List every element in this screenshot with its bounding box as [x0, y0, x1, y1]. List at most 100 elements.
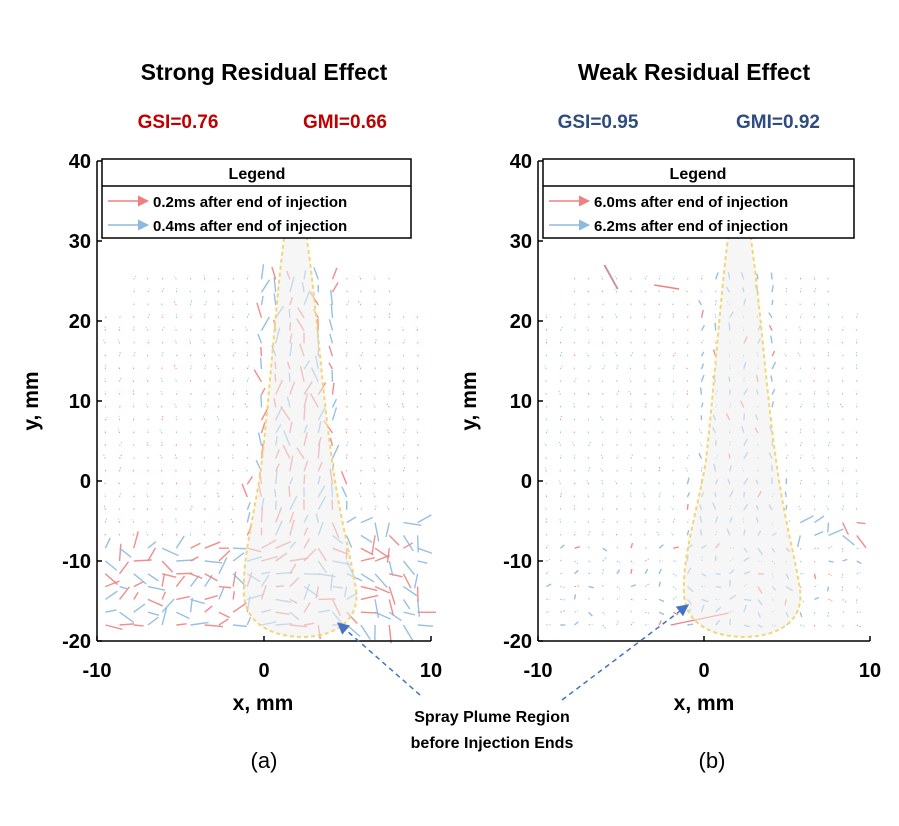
velocity-vector: [630, 560, 634, 564]
velocity-vector: [644, 518, 647, 523]
velocity-vector: [827, 522, 830, 533]
velocity-vector: [586, 352, 590, 357]
velocity-vector: [827, 612, 829, 617]
velocity-vector: [246, 313, 250, 318]
metric-gmi: GMI=0.92: [736, 112, 820, 133]
velocity-vector: [174, 468, 177, 472]
x-tick-label: 10: [420, 660, 442, 682]
velocity-vector: [574, 585, 580, 588]
velocity-vector: [190, 300, 193, 306]
velocity-vector: [145, 520, 149, 523]
velocity-vector: [796, 535, 801, 548]
velocity-vector: [218, 532, 222, 536]
y-tick-label: -20: [62, 631, 91, 653]
velocity-vector: [658, 481, 660, 485]
velocity-vector: [416, 404, 419, 408]
velocity-vector: [558, 480, 561, 485]
x-tick-label: -10: [524, 660, 553, 682]
velocity-vector: [813, 301, 816, 306]
velocity-vector: [403, 542, 414, 549]
velocity-vector: [119, 351, 121, 357]
velocity-vector: [812, 353, 815, 357]
velocity-vector: [331, 398, 338, 408]
velocity-vector: [204, 573, 218, 582]
velocity-vector: [842, 493, 845, 498]
velocity-vector: [204, 594, 219, 601]
velocity-vector: [841, 573, 844, 579]
velocity-vector: [346, 405, 349, 408]
velocity-vector: [658, 313, 661, 318]
velocity-vector: [133, 531, 139, 549]
velocity-vector: [545, 405, 548, 408]
velocity-vector: [331, 282, 339, 293]
velocity-vector: [602, 518, 605, 523]
velocity-vector: [105, 580, 120, 588]
velocity-vector: [231, 339, 234, 344]
velocity-vector: [686, 529, 690, 536]
velocity-vector: [231, 468, 234, 472]
velocity-vector: [544, 506, 547, 510]
velocity-vector: [671, 303, 674, 306]
velocity-vector: [415, 327, 419, 331]
velocity-vector: [616, 327, 619, 331]
velocity-vector: [629, 315, 632, 319]
velocity-vector: [104, 590, 118, 600]
velocity-vector: [345, 340, 348, 344]
velocity-vector: [133, 603, 146, 613]
velocity-vector: [190, 443, 192, 446]
velocity-vector: [360, 557, 375, 562]
velocity-vector: [217, 492, 220, 498]
velocity-vector: [232, 571, 237, 587]
velocity-vector: [559, 315, 562, 318]
velocity-vector: [132, 519, 135, 523]
velocity-vector: [415, 314, 419, 319]
velocity-vector: [360, 624, 371, 640]
velocity-vector: [388, 586, 396, 605]
velocity-vector: [346, 276, 348, 280]
velocity-vector: [103, 481, 106, 485]
velocity-vector: [328, 319, 334, 331]
y-tick-label: -20: [503, 631, 532, 653]
velocity-vector: [545, 583, 552, 588]
velocity-vector: [232, 591, 235, 600]
velocity-vector: [770, 335, 773, 344]
velocity-vector: [161, 598, 175, 613]
velocity-vector: [388, 560, 394, 576]
velocity-vector: [147, 585, 166, 591]
velocity-vector: [146, 378, 149, 382]
velocity-vector: [856, 534, 867, 549]
velocity-vector: [600, 468, 604, 472]
velocity-vector: [828, 378, 830, 382]
velocity-vector: [329, 437, 334, 446]
velocity-vector: [104, 416, 108, 421]
velocity-vector: [218, 378, 221, 382]
velocity-vector: [813, 573, 817, 580]
velocity-vector: [118, 543, 122, 562]
velocity-vector: [373, 275, 376, 280]
velocity-vector: [175, 535, 185, 549]
velocity-vector: [389, 573, 403, 578]
velocity-vector: [600, 416, 604, 421]
velocity-vector: [173, 364, 177, 370]
velocity-vector: [798, 468, 801, 472]
velocity-vector: [374, 430, 377, 434]
velocity-vector: [417, 624, 434, 627]
velocity-vector: [331, 267, 338, 280]
velocity-vector: [204, 541, 221, 549]
velocity-vector: [644, 275, 648, 280]
velocity-vector: [133, 592, 139, 600]
velocity-vector: [241, 483, 248, 498]
x-tick-label: 0: [698, 660, 709, 682]
velocity-vector: [246, 501, 251, 511]
velocity-vector: [813, 515, 825, 524]
velocity-vector: [586, 493, 590, 498]
velocity-vector: [402, 599, 411, 610]
velocity-vector: [574, 377, 577, 382]
velocity-vector: [715, 288, 717, 293]
velocity-vector: [768, 324, 773, 331]
velocity-vector: [545, 391, 547, 395]
velocity-vector: [131, 379, 135, 383]
velocity-vector: [628, 429, 632, 434]
velocity-vector: [797, 352, 801, 357]
velocity-vector: [855, 391, 858, 395]
